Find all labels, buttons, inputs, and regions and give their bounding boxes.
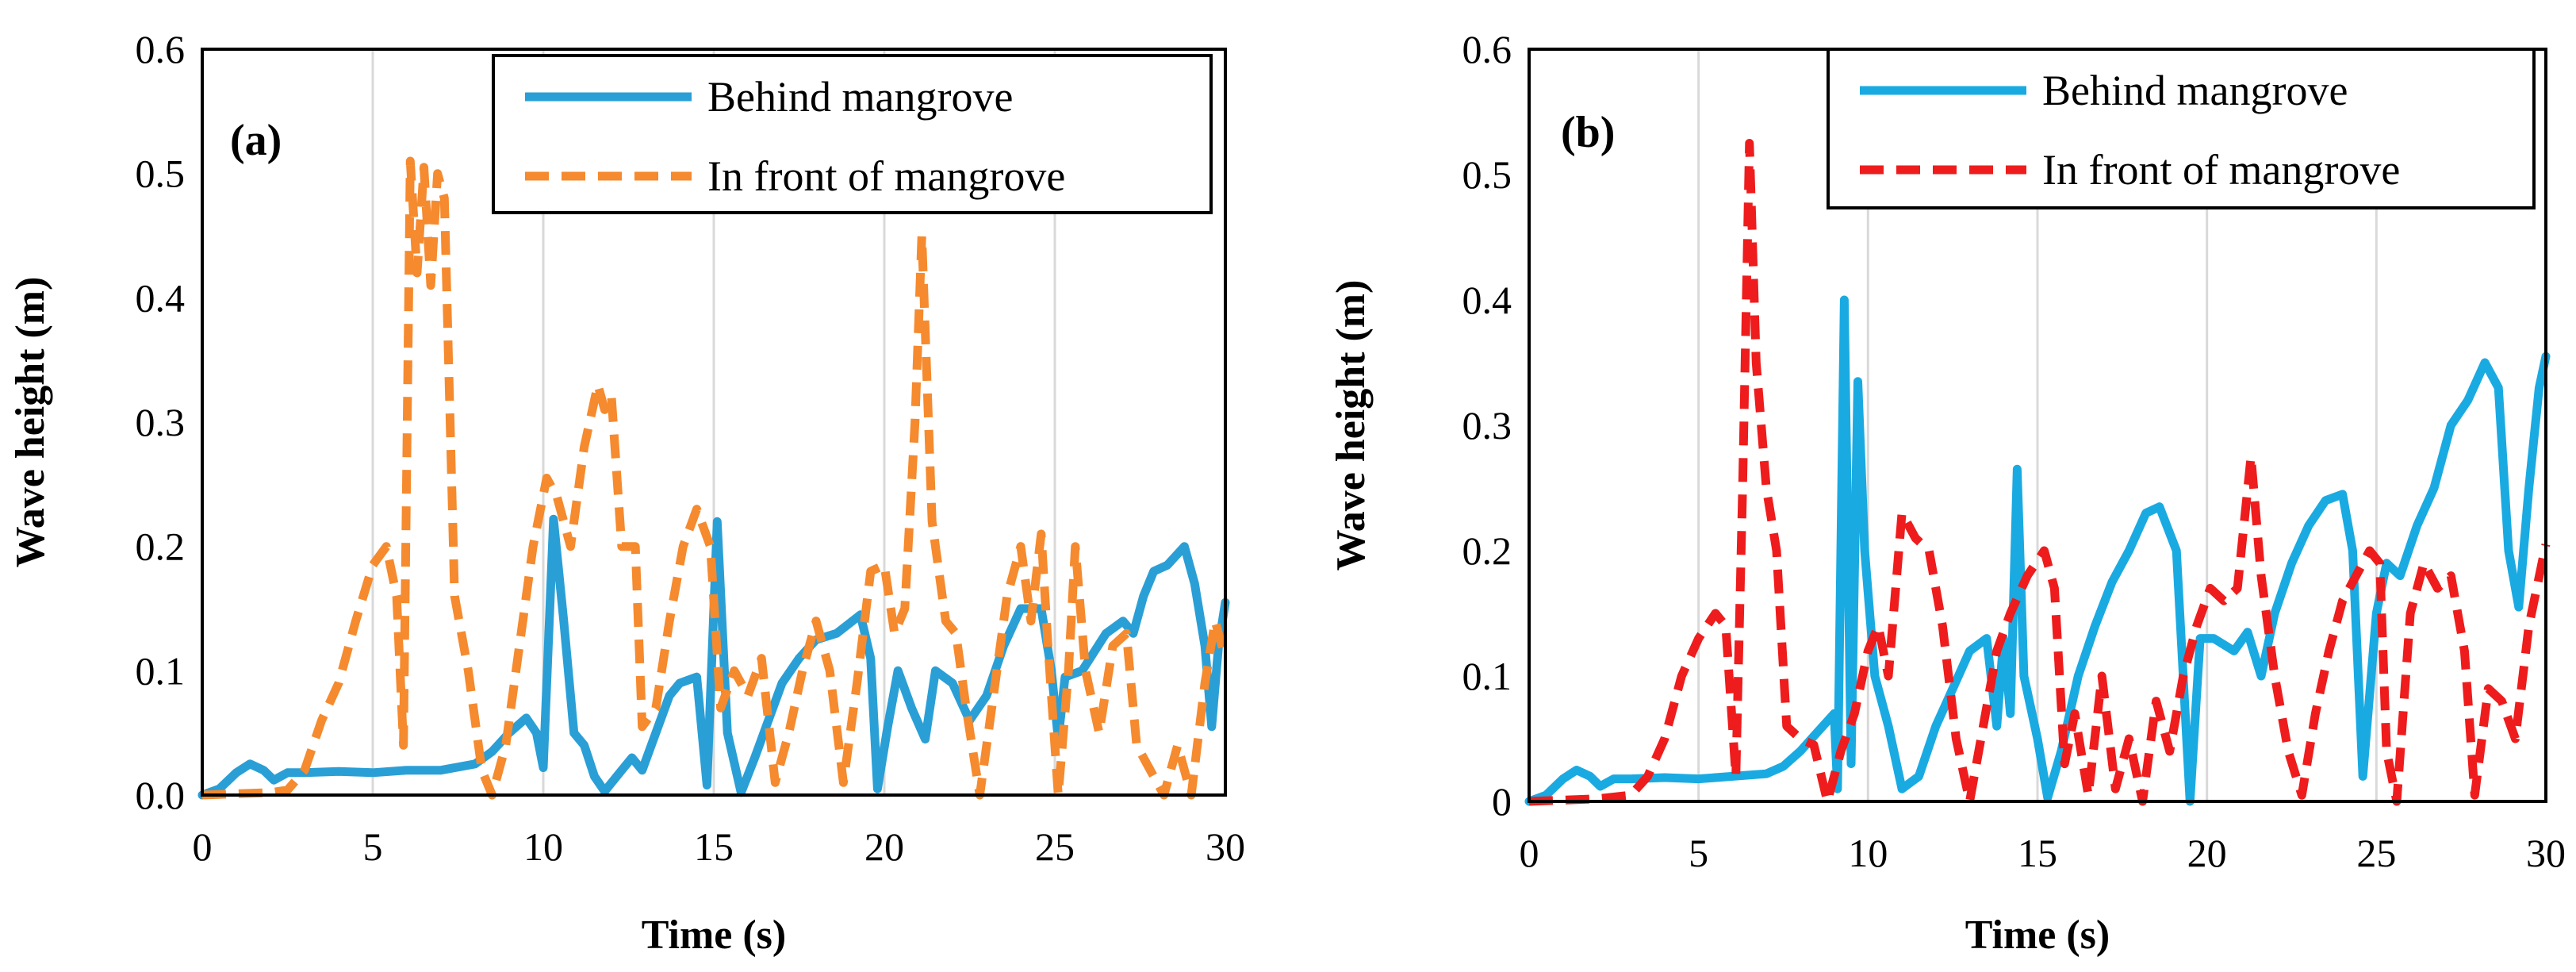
legend-label: In front of mangrove: [707, 152, 1065, 200]
y-axis-title: Wave height (m): [1328, 280, 1374, 571]
x-tick-label: 25: [1035, 824, 1075, 869]
series-line-behind-mangrove: [1524, 295, 2551, 806]
chart-panel-a: 0 5 10 15 20 25 30 0.0 0.1 0.2 0.3 0.4 0.5 0.6 Time (s…: [8, 27, 1245, 958]
y-tick-label: 0.5: [1462, 152, 1512, 197]
x-tick-label: 0: [1520, 831, 1539, 875]
y-tick-label: 0.3: [1462, 403, 1512, 448]
x-tick-label: 15: [694, 824, 734, 869]
y-tick-label: 0.1: [136, 648, 186, 693]
legend-box: [492, 54, 1213, 214]
y-tick-label: 0.1: [1462, 654, 1512, 698]
series-line-in-front-of-mangrove: [201, 156, 1230, 800]
x-tick-label: 25: [2356, 831, 2396, 875]
y-tick-label: 0.4: [1462, 278, 1512, 322]
plot-frame: [201, 48, 1227, 797]
y-tick-label: 0.0: [136, 773, 186, 817]
legend-box: [1827, 48, 2536, 209]
x-tick-label: 10: [523, 824, 563, 869]
y-tick-label: 0.2: [136, 524, 186, 569]
panel-label: (a): [230, 116, 282, 165]
y-tick-label: 0.6: [136, 27, 186, 71]
y-tick-label: 0.6: [1462, 27, 1512, 71]
panel-label: (b): [1561, 108, 1615, 157]
legend: Behind mangrove In front of mangrove: [1827, 48, 2536, 209]
x-tick-label: 10: [1848, 831, 1888, 875]
x-tick-label: 15: [2018, 831, 2057, 875]
x-axis-title: Time (s): [642, 912, 786, 958]
legend-label: In front of mangrove: [2042, 146, 2400, 194]
x-tick-label: 5: [363, 824, 383, 869]
x-tick-label: 20: [2187, 831, 2227, 875]
series-line-behind-mangrove: [197, 514, 1230, 800]
series-line-in-front-of-mangrove: [1528, 139, 2551, 806]
x-axis-title: Time (s): [1965, 912, 2110, 958]
y-tick-label: 0.4: [136, 275, 186, 320]
y-axis-title: Wave height (m): [8, 277, 53, 568]
y-tick-label: 0.3: [136, 400, 186, 444]
x-tick-label: 20: [864, 824, 904, 869]
x-tick-label: 30: [1206, 824, 1245, 869]
legend: Behind mangrove In front of mangrove: [492, 54, 1213, 214]
y-tick-label: 0: [1492, 779, 1512, 824]
legend-label: Behind mangrove: [2042, 67, 2348, 114]
x-tick-label: 5: [1689, 831, 1708, 875]
chart-panel-b: 0 5 10 15 20 25 30 0 0.1 0.2 0.3 0.4 0.5 0.6 Time (s) W…: [1328, 27, 2566, 958]
x-tick-label: 30: [2526, 831, 2566, 875]
legend-label: Behind mangrove: [707, 73, 1013, 121]
y-tick-label: 0.2: [1462, 528, 1512, 573]
y-tick-label: 0.5: [136, 152, 186, 196]
x-tick-label: 0: [193, 824, 213, 869]
